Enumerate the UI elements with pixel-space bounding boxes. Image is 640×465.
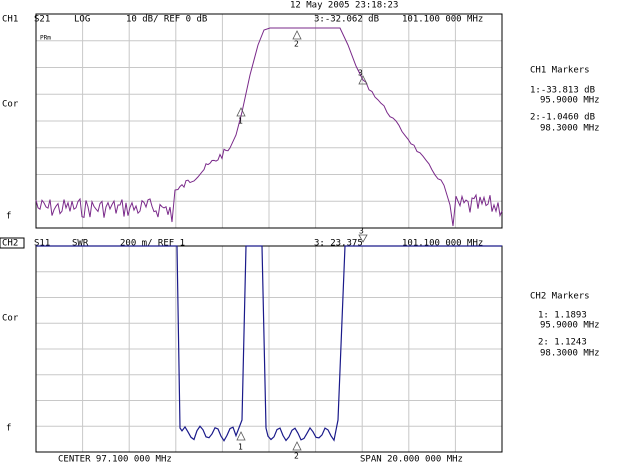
ch1-marker-2 [292, 30, 302, 40]
ch1-active-freq: 101.100 000 MHz [402, 15, 483, 25]
ch1-format: LOG [74, 15, 90, 25]
ch1-m2-value: 2:-1.0460 dB [530, 113, 595, 123]
timestamp: 12 May 2005 23:18:23 [290, 1, 398, 11]
ch2-f: f [6, 424, 11, 434]
ch2-box [0, 237, 25, 249]
ch1-markers-title: CH1 Markers [530, 66, 590, 76]
markers [236, 30, 368, 451]
ch2-marker-2 [292, 441, 302, 451]
ch2-m2-freq: 98.3000 MHz [540, 349, 600, 359]
ch1-cor: Cor [2, 100, 19, 110]
ch1-marker-label: 3 [358, 69, 363, 78]
ch2-label: CH2 [2, 239, 18, 249]
ch1-m1-freq: 95.9000 MHz [540, 96, 600, 106]
ch2-marker-3 [358, 234, 368, 243]
ch1-active-marker: 3:-32.062 dB [314, 15, 379, 25]
ch1-scale: 10 dB/ REF 0 dB [126, 15, 207, 25]
ch2-param: S11 [34, 239, 50, 249]
ch2-active-freq: 101.100 000 MHz [402, 239, 483, 249]
span-freq: SPAN 20.000 000 MHz [360, 455, 463, 465]
ch1-marker-label: 1 [238, 117, 243, 126]
ch1-m2-freq: 98.3000 MHz [540, 124, 600, 134]
ch2-markers-title: CH2 Markers [530, 292, 590, 302]
ch2-scale: 200 m/ REF 1 [120, 239, 185, 249]
ch2-marker-label: 2 [294, 452, 299, 461]
ch1-marker-3 [358, 75, 368, 85]
ch2-m1-value: 1: 1.1893 [538, 311, 587, 321]
ch2-format: SWR [72, 239, 89, 249]
ch1-marker-label: 2 [294, 40, 299, 49]
ch2-active-marker: 3: 23.375 [314, 239, 363, 249]
ch2-m1-freq: 95.9000 MHz [540, 321, 600, 331]
ch1-m1-value: 1:-33.813 dB [530, 86, 595, 96]
ch2-marker-label: 1 [238, 443, 243, 452]
ch1-marker-1 [236, 107, 246, 117]
grids [36, 14, 502, 452]
ch1-trace [35, 27, 503, 227]
ch1-param: S21 [34, 15, 50, 25]
ch2-frame [35, 245, 503, 453]
ch2-trace [36, 245, 502, 442]
ch2-m2-value: 2: 1.1243 [538, 338, 587, 348]
ch1-label: CH1 [2, 15, 18, 25]
ch1-f: f [6, 212, 11, 222]
ch2-marker-1 [236, 431, 246, 441]
ch2-cor: Cor [2, 314, 19, 324]
ch1-tag: PRm [40, 35, 51, 42]
ch1-frame [35, 13, 503, 229]
ch2-marker-label: 3 [359, 227, 364, 236]
center-freq: CENTER 97.100 000 MHz [58, 455, 172, 465]
